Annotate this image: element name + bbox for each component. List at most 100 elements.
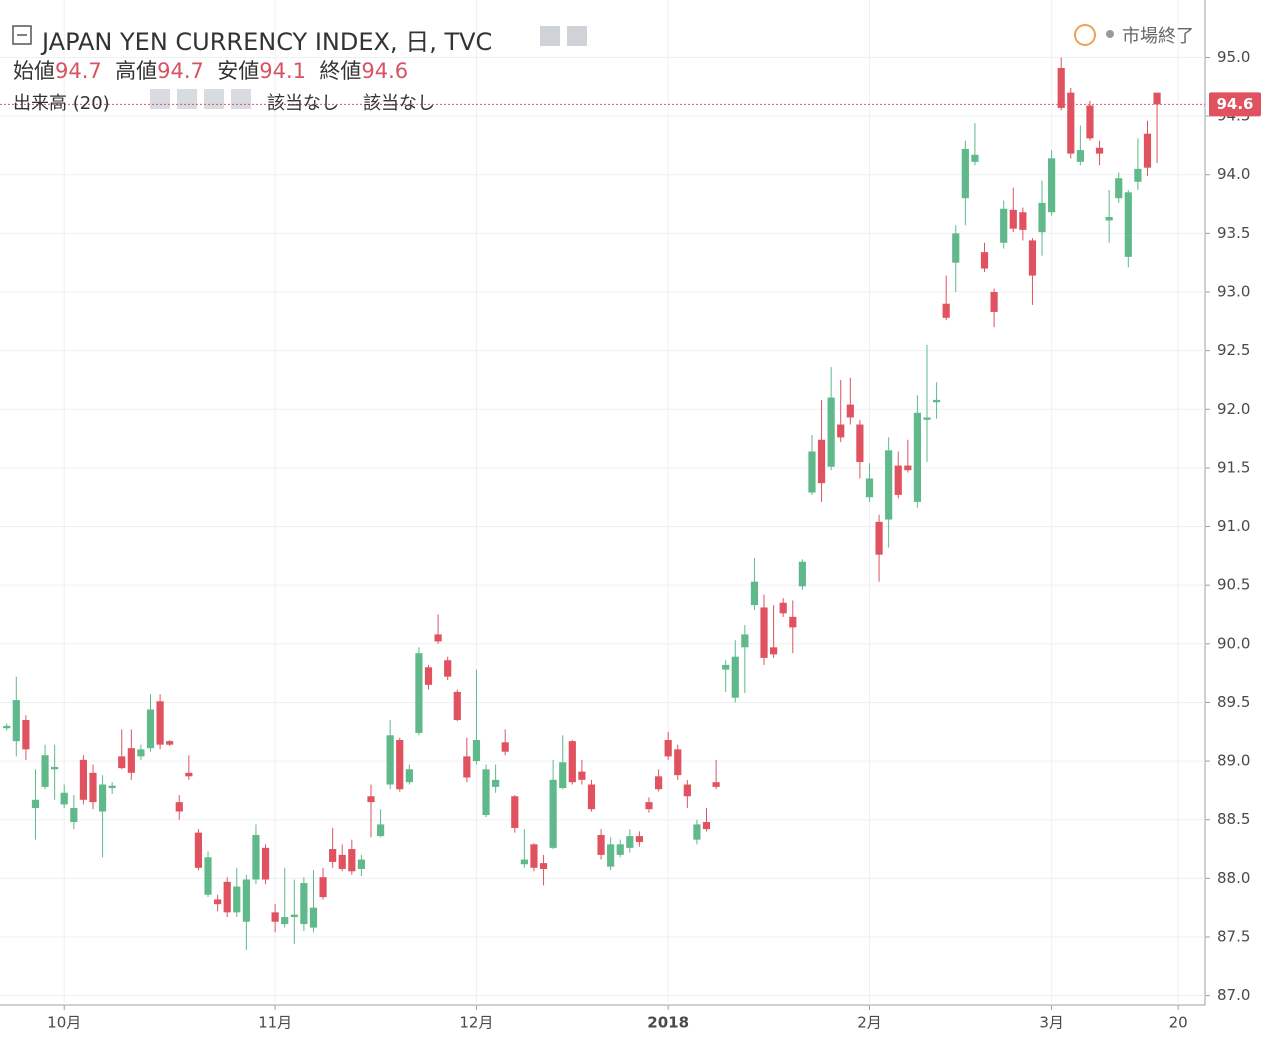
candle-body [12,700,20,742]
candle-body [271,912,279,922]
candle-body [856,424,864,463]
candle-body [1124,192,1132,257]
candle-body [712,782,720,787]
y-tick-label: 88.0 [1217,869,1250,887]
candle-body [913,412,922,502]
volume-gear-icon[interactable] [177,89,197,109]
candle-body [252,834,260,880]
candle-body [817,439,826,484]
candle-body [1000,208,1008,243]
candle-body [587,784,596,810]
x-tick-label: 2018 [647,1014,689,1032]
market-status: 市場終了 [1122,26,1194,47]
candle-body [1048,158,1056,213]
candle-body [3,725,11,729]
last-price-box [1209,92,1261,117]
volume-value: 該当なし [267,93,339,114]
candle-body [1067,92,1075,154]
candle-body [1134,168,1142,182]
y-tick-label: 87.0 [1217,986,1250,1004]
low-value: 94.1 [259,59,307,83]
y-tick-label: 92.0 [1217,400,1250,418]
candles [3,57,1161,950]
candle-body [127,748,135,773]
candle-body [942,303,950,318]
collapse-icon[interactable] [12,25,32,45]
candle-body [837,424,845,438]
candle-body [741,634,749,648]
candle-body [424,667,433,685]
candle-body [760,607,768,658]
y-tick-label: 89.0 [1217,752,1250,770]
ohlc-legend: 始値94.7 高値94.7 安値94.1 終値94.6 [13,55,408,85]
candle-body [1105,216,1113,221]
candle-body [894,465,902,495]
candle-body [693,824,701,840]
candle-body [281,917,289,925]
candle-body [1028,240,1037,276]
candle-body [405,769,413,783]
candle-body [214,899,222,905]
candle-body [520,859,528,865]
candle-body [146,709,155,749]
candle-body [539,863,548,869]
candle-body [166,741,174,745]
grid [0,0,1205,1005]
candle-body [329,849,337,862]
candle-body [578,771,586,780]
volume-close-icon[interactable] [231,89,251,109]
gear-icon[interactable] [567,26,587,46]
candle-body [990,292,998,312]
candle-body [70,807,78,823]
candle-body [386,735,394,785]
close-label: 終値 [319,59,362,83]
candle-body [904,465,912,471]
candle-body [971,154,979,162]
y-tick-label: 89.5 [1217,693,1250,711]
candle-body [204,857,212,895]
candle-body [51,766,59,770]
chart-title: JAPAN YEN CURRENCY INDEX, 日, TVC [42,28,493,56]
volume-plus-icon[interactable] [204,89,224,109]
candle-body [137,749,145,757]
candle-body [492,779,500,787]
candle-body [980,252,989,269]
x-tick-label: 2月 [857,1014,882,1032]
candle-body [961,148,969,199]
candle-body [472,739,481,762]
warning-icon[interactable] [1074,24,1096,46]
y-tick-label: 91.0 [1217,517,1250,535]
candle-body [482,769,490,816]
candle-body [367,796,375,803]
y-tick-label: 93.5 [1217,224,1250,242]
candle-body [1153,92,1161,105]
candle-body [1009,209,1017,229]
candle-body [865,478,874,498]
candle-body [41,755,49,787]
candle-body [923,417,931,420]
candle-body [108,785,116,789]
candle-body [1143,133,1152,168]
candle-body [348,849,356,872]
low-label: 安値 [217,59,260,83]
candle-body [415,653,423,733]
candle-body [674,749,682,776]
high-label: 高値 [115,59,158,83]
y-tick-label: 90.0 [1217,634,1250,652]
x-tick-label: 12月 [459,1014,493,1032]
volume-eye-icon[interactable] [150,89,170,109]
candle-body [223,881,231,913]
last-price-label: 94.6 [1216,95,1253,113]
candle-body [626,836,634,848]
y-tick-label: 88.5 [1217,810,1250,828]
volume-value: 該当なし [363,93,435,114]
candle-body [444,660,452,677]
x-tick-label: 11月 [258,1014,292,1032]
candle-body [175,802,183,812]
candle-body [1038,202,1046,233]
candle-body [233,886,241,913]
candle-body [731,656,739,698]
eye-icon[interactable] [540,26,560,46]
candle-body [300,883,308,925]
